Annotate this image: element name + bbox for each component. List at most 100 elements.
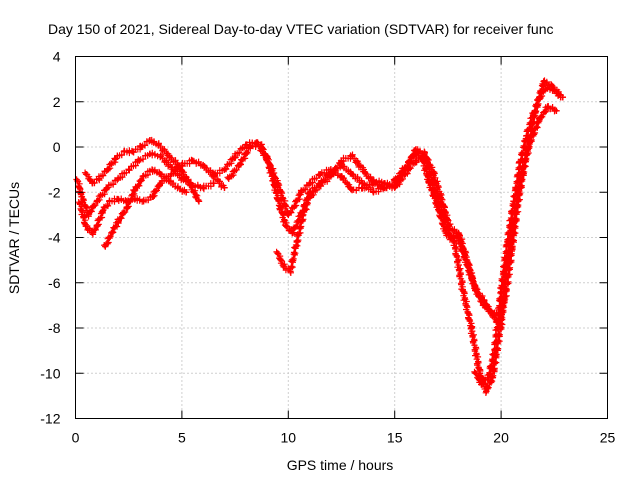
data-point: [112, 155, 120, 162]
data-point: [497, 288, 505, 295]
data-point: [478, 381, 486, 388]
tick-layer: 0 5 10 15 20 25 -12 -10 -8 -6 -4 -2 0 2 4: [40, 49, 615, 446]
y-tick-label: -2: [48, 184, 61, 200]
data-point: [468, 324, 475, 332]
data-point: [485, 374, 492, 381]
x-tick-label: 5: [178, 430, 186, 446]
y-tick-label: 2: [53, 94, 61, 110]
x-axis-label: GPS time / hours: [287, 457, 394, 473]
y-tick-label: -12: [40, 411, 60, 427]
data-point: [348, 170, 356, 178]
y-axis-label: SDTVAR / TECUs: [6, 182, 22, 294]
data-point: [299, 211, 307, 219]
data-point: [148, 166, 156, 173]
y-tick-label: -10: [40, 365, 60, 381]
data-point: [536, 116, 543, 124]
x-tick-label: 25: [600, 430, 616, 446]
data-point: [412, 146, 420, 153]
data-point: [459, 286, 466, 293]
data-point: [189, 157, 196, 164]
data-point: [140, 198, 147, 205]
data-point: [523, 132, 530, 139]
data-point: [102, 243, 109, 250]
data-point: [380, 184, 388, 191]
data-point: [502, 293, 509, 300]
x-tick-label: 20: [493, 430, 509, 446]
data-point: [338, 157, 345, 164]
data-point: [491, 347, 498, 354]
data-point: [472, 286, 479, 293]
data-point: [306, 193, 313, 200]
data-series-track-c: [81, 136, 203, 205]
data-point: [82, 170, 90, 178]
data-point: [370, 180, 377, 187]
data-series-track-a: [73, 149, 218, 220]
data-point: [140, 173, 147, 180]
data-point: [131, 186, 139, 194]
data-point: [114, 195, 122, 203]
data-point: [155, 141, 162, 148]
data-point: [114, 175, 122, 182]
data-point: [89, 229, 96, 237]
x-tick-label: 15: [387, 430, 403, 446]
y-tick-label: -8: [48, 320, 61, 336]
data-point: [263, 155, 271, 162]
data-point: [163, 150, 171, 157]
data-point: [510, 198, 518, 205]
data-point: [455, 229, 462, 237]
data-point: [504, 238, 511, 246]
y-tick-label: 4: [53, 49, 61, 65]
data-point: [225, 175, 232, 182]
data-point: [542, 84, 549, 92]
data-point: [93, 198, 100, 205]
data-point: [451, 238, 458, 246]
data-point: [359, 166, 366, 173]
data-series-track-h: [471, 84, 567, 388]
data-point: [270, 177, 277, 185]
grid-layer: [75, 56, 608, 419]
data-point: [157, 180, 164, 187]
data-point: [529, 112, 537, 119]
data-point: [146, 137, 154, 144]
data-point: [438, 195, 445, 203]
data-point: [221, 184, 228, 191]
data-point: [348, 152, 356, 160]
data-point: [257, 141, 264, 148]
data-point: [540, 78, 547, 85]
data-point: [348, 186, 356, 194]
data-point: [425, 177, 432, 185]
data-point: [199, 184, 207, 191]
data-point: [282, 222, 290, 230]
data-point: [517, 159, 524, 167]
data-point: [168, 164, 175, 171]
data-point: [106, 198, 113, 205]
data-point: [317, 182, 324, 189]
data-point: [168, 170, 175, 178]
data-point: [104, 184, 111, 191]
data-point: [551, 87, 558, 94]
data-point: [165, 177, 173, 185]
data-point: [125, 166, 132, 173]
data-point: [429, 168, 437, 176]
data-point: [287, 268, 294, 275]
data-point: [136, 157, 143, 164]
data-point: [148, 193, 156, 200]
data-marks: [471, 84, 566, 388]
data-point: [99, 207, 107, 214]
data-point: [89, 180, 96, 187]
data-point: [327, 173, 335, 180]
data-point: [293, 238, 301, 246]
data-point: [121, 148, 128, 155]
y-tick-label: -6: [48, 275, 61, 291]
data-point: [391, 182, 398, 189]
data-point: [289, 229, 296, 237]
data-point: [185, 177, 192, 185]
data-point: [306, 180, 313, 187]
data-point: [82, 222, 90, 230]
data-point: [463, 256, 471, 264]
data-point: [480, 297, 488, 305]
data-point: [553, 107, 560, 114]
data-point: [157, 152, 164, 160]
data-point: [559, 94, 567, 101]
data-point: [274, 250, 281, 257]
